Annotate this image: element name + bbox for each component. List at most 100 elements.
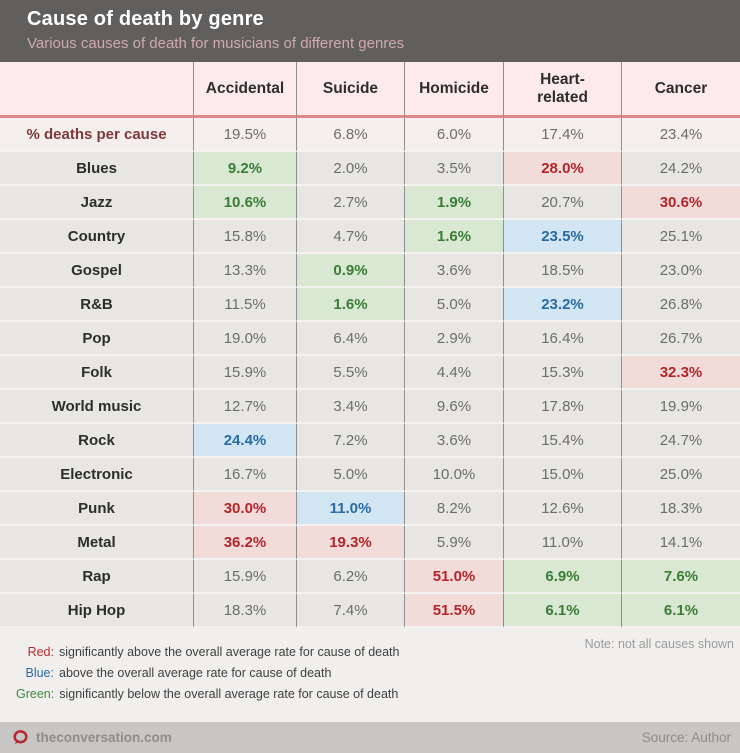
cell-suicide: 6.4% xyxy=(296,322,404,356)
cell-accidental: 10.6% xyxy=(193,186,296,220)
column-header-label: Heart-related xyxy=(537,71,588,106)
genre-row: Rap 15.9% 6.2% 51.0% 6.9% 7.6% xyxy=(0,560,740,594)
column-header-accidental: Accidental xyxy=(193,62,296,118)
genre-row: Electronic 16.7% 5.0% 10.0% 15.0% 25.0% xyxy=(0,458,740,492)
cell-homicide: 8.2% xyxy=(404,492,503,526)
genre-label: Hip Hop xyxy=(0,594,193,628)
genre-label: Metal xyxy=(0,526,193,560)
cell-heart-related: 17.8% xyxy=(503,390,621,424)
cell-accidental: 15.8% xyxy=(193,220,296,254)
cell-suicide: 2.0% xyxy=(296,152,404,186)
cell-cancer: 30.6% xyxy=(621,186,740,220)
genre-row: Blues 9.2% 2.0% 3.5% 28.0% 24.2% xyxy=(0,152,740,186)
cell-heart-related: 12.6% xyxy=(503,492,621,526)
note-text: Note: not all causes shown xyxy=(584,637,734,651)
cell-heart-related: 18.5% xyxy=(503,254,621,288)
cell-heart-related: 6.1% xyxy=(503,594,621,628)
genre-row: Punk 30.0% 11.0% 8.2% 12.6% 18.3% xyxy=(0,492,740,526)
genre-label: Punk xyxy=(0,492,193,526)
cell-heart-related: 20.7% xyxy=(503,186,621,220)
page-subtitle: Various causes of death for musicians of… xyxy=(27,35,405,52)
cell-homicide: 2.9% xyxy=(404,322,503,356)
cell-accidental: 13.3% xyxy=(193,254,296,288)
cell-homicide: 3.6% xyxy=(404,424,503,458)
genre-label: Country xyxy=(0,220,193,254)
cell-suicide: 5.0% xyxy=(296,458,404,492)
cell-suicide: 7.2% xyxy=(296,424,404,458)
cell-accidental: 15.9% xyxy=(193,560,296,594)
average-cell-homicide: 6.0% xyxy=(404,118,503,152)
cell-suicide: 7.4% xyxy=(296,594,404,628)
genre-row: Pop 19.0% 6.4% 2.9% 16.4% 26.7% xyxy=(0,322,740,356)
genre-label: Pop xyxy=(0,322,193,356)
legend-term-red: Red xyxy=(16,642,54,663)
genre-label: Jazz xyxy=(0,186,193,220)
color-legend: Red significantly above the overall avera… xyxy=(0,628,740,722)
cell-cancer: 14.1% xyxy=(621,526,740,560)
cell-heart-related: 15.4% xyxy=(503,424,621,458)
column-header-homicide: Homicide xyxy=(404,62,503,118)
cell-accidental: 15.9% xyxy=(193,356,296,390)
cell-homicide: 1.9% xyxy=(404,186,503,220)
legend-line-red: Red significantly above the overall avera… xyxy=(16,642,740,663)
cell-accidental: 18.3% xyxy=(193,594,296,628)
cell-homicide: 10.0% xyxy=(404,458,503,492)
cell-accidental: 24.4% xyxy=(193,424,296,458)
average-cell-heart-related: 17.4% xyxy=(503,118,621,152)
legend-term-green: Green xyxy=(16,684,54,705)
cell-accidental: 36.2% xyxy=(193,526,296,560)
cell-cancer: 26.7% xyxy=(621,322,740,356)
column-header-label: Homicide xyxy=(419,79,489,97)
column-header-label: Accidental xyxy=(205,79,285,97)
cell-suicide: 1.6% xyxy=(296,288,404,322)
page-title: Cause of death by genre xyxy=(27,8,264,30)
average-cell-cancer: 23.4% xyxy=(621,118,740,152)
cell-homicide: 5.9% xyxy=(404,526,503,560)
legend-term-blue: Blue xyxy=(16,663,54,684)
cell-homicide: 3.6% xyxy=(404,254,503,288)
cell-accidental: 16.7% xyxy=(193,458,296,492)
source-label: Source: Author xyxy=(641,730,731,745)
average-row: % deaths per cause 19.5% 6.8% 6.0% 17.4%… xyxy=(0,118,740,152)
column-header-heart-related: Heart-related xyxy=(503,62,621,118)
cell-heart-related: 6.9% xyxy=(503,560,621,594)
genre-row: World music 12.7% 3.4% 9.6% 17.8% 19.9% xyxy=(0,390,740,424)
column-header-row: Accidental Suicide Homicide Heart-relate… xyxy=(0,62,740,118)
genre-label: Electronic xyxy=(0,458,193,492)
genre-row: Rock 24.4% 7.2% 3.6% 15.4% 24.7% xyxy=(0,424,740,458)
genre-row: Country 15.8% 4.7% 1.6% 23.5% 25.1% xyxy=(0,220,740,254)
cell-homicide: 51.5% xyxy=(404,594,503,628)
cell-suicide: 5.5% xyxy=(296,356,404,390)
table-body: % deaths per cause 19.5% 6.8% 6.0% 17.4%… xyxy=(0,118,740,628)
genre-label: R&B xyxy=(0,288,193,322)
genre-label: World music xyxy=(0,390,193,424)
legend-desc-green: significantly below the overall average … xyxy=(59,687,399,701)
cell-homicide: 1.6% xyxy=(404,220,503,254)
cell-homicide: 51.0% xyxy=(404,560,503,594)
cell-heart-related: 11.0% xyxy=(503,526,621,560)
corner-cell xyxy=(0,62,193,118)
cell-cancer: 18.3% xyxy=(621,492,740,526)
cell-accidental: 30.0% xyxy=(193,492,296,526)
cell-homicide: 4.4% xyxy=(404,356,503,390)
legend-desc-red: significantly above the overall average … xyxy=(59,645,400,659)
cell-cancer: 32.3% xyxy=(621,356,740,390)
publisher-site-label: theconversation.com xyxy=(36,730,172,745)
cell-suicide: 3.4% xyxy=(296,390,404,424)
average-cell-suicide: 6.8% xyxy=(296,118,404,152)
cell-cancer: 24.7% xyxy=(621,424,740,458)
genre-row: Hip Hop 18.3% 7.4% 51.5% 6.1% 6.1% xyxy=(0,594,740,628)
legend-line-blue: Blue above the overall average rate for c… xyxy=(16,663,740,684)
cell-homicide: 9.6% xyxy=(404,390,503,424)
the-conversation-logo-icon xyxy=(12,729,29,746)
cell-suicide: 2.7% xyxy=(296,186,404,220)
cell-homicide: 5.0% xyxy=(404,288,503,322)
cell-suicide: 0.9% xyxy=(296,254,404,288)
genre-row: Folk 15.9% 5.5% 4.4% 15.3% 32.3% xyxy=(0,356,740,390)
cell-cancer: 26.8% xyxy=(621,288,740,322)
cell-heart-related: 23.5% xyxy=(503,220,621,254)
genre-row: R&B 11.5% 1.6% 5.0% 23.2% 26.8% xyxy=(0,288,740,322)
average-row-label: % deaths per cause xyxy=(0,118,193,152)
cell-heart-related: 15.0% xyxy=(503,458,621,492)
column-header-suicide: Suicide xyxy=(296,62,404,118)
